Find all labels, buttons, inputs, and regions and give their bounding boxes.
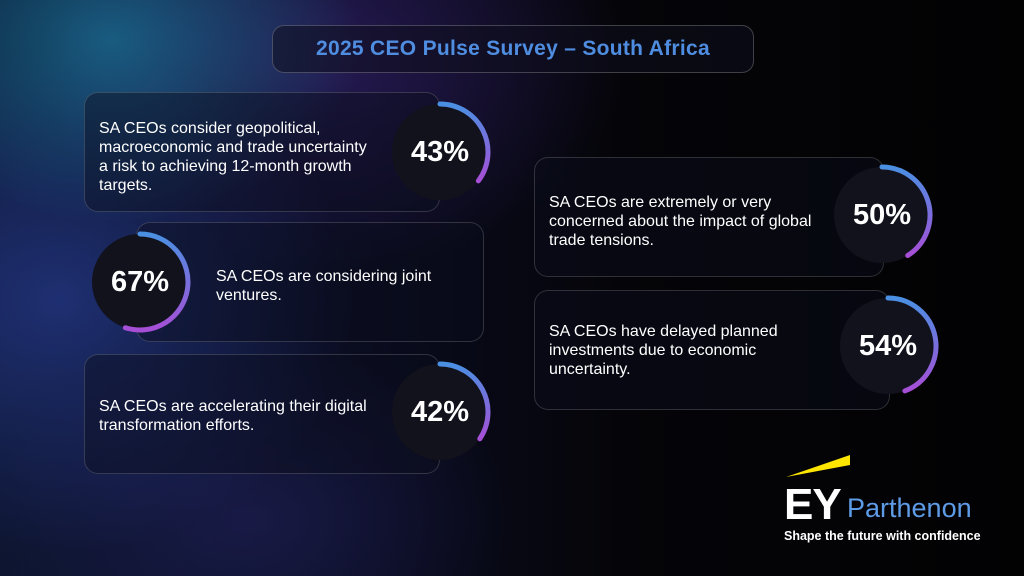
stat-card-text: SA CEOs consider geopolitical, macroecon… [99, 120, 367, 194]
stat-percent: 67% [110, 265, 170, 298]
stat-ring-42: 42% [388, 360, 492, 464]
yellow-beam-icon [786, 455, 850, 477]
ey-logo-letters: EY [784, 480, 842, 529]
brand-name: Parthenon [847, 493, 972, 523]
stat-card-digital-transformation: SA CEOs are accelerating their digital t… [84, 354, 440, 474]
title-banner: 2025 CEO Pulse Survey – South Africa [272, 25, 754, 73]
stat-card-delayed-investments: SA CEOs have delayed planned investments… [534, 290, 890, 410]
stat-card-text: SA CEOs have delayed planned investments… [549, 323, 778, 378]
stat-card-text: SA CEOs are considering joint ventures. [216, 268, 432, 304]
stat-card-trade-tensions: SA CEOs are extremely or very concerned … [534, 157, 884, 277]
stat-card-joint-ventures: SA CEOs are considering joint ventures. [136, 222, 484, 342]
stat-ring-43: 43% [388, 100, 492, 204]
stat-card-text: SA CEOs are extremely or very concerned … [549, 194, 812, 249]
stat-percent: 54% [858, 329, 918, 362]
stat-ring-50: 50% [830, 163, 934, 267]
page-title: 2025 CEO Pulse Survey – South Africa [315, 37, 710, 60]
progress-arc [879, 164, 933, 259]
stat-percent: 50% [852, 198, 912, 231]
brand-tagline: Shape the future with confidence [784, 529, 981, 543]
stat-percent: 42% [410, 395, 470, 428]
stat-ring-54: 54% [836, 294, 940, 398]
stat-ring-67: 67% [88, 230, 192, 334]
stat-card-geopolitical-risk: SA CEOs consider geopolitical, macroecon… [84, 92, 440, 212]
ey-parthenon-logo: EY Parthenon Shape the future with confi… [784, 453, 1004, 548]
progress-arc [437, 361, 491, 442]
stat-percent: 43% [410, 135, 470, 168]
progress-arc [122, 231, 191, 333]
stat-card-text: SA CEOs are accelerating their digital t… [99, 398, 367, 434]
progress-arc [885, 295, 939, 394]
progress-arc [437, 101, 491, 184]
